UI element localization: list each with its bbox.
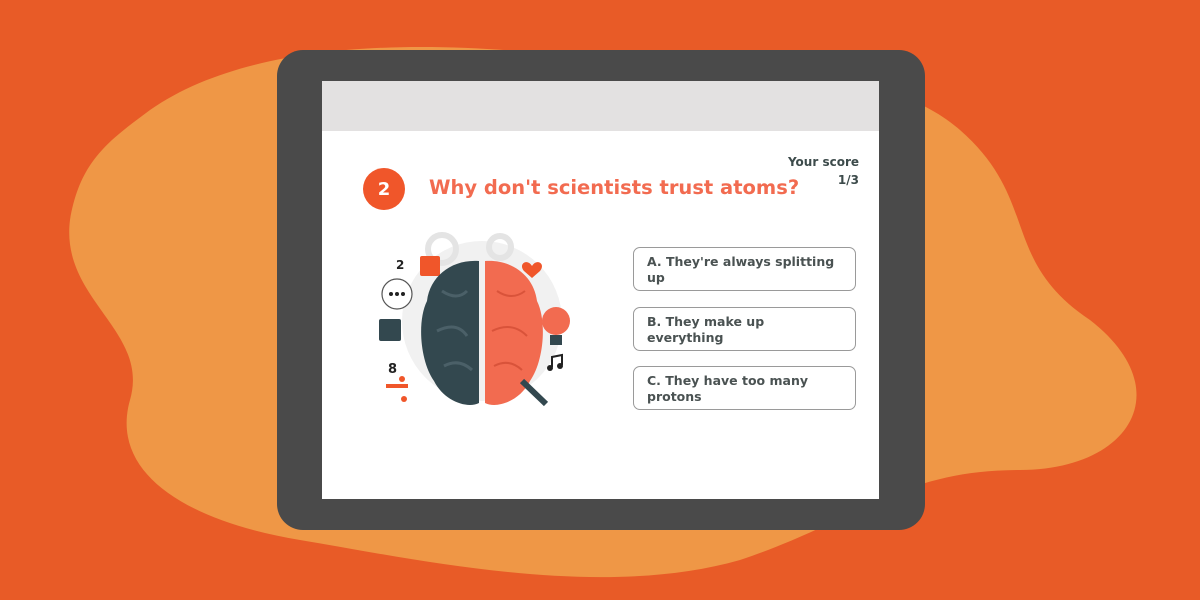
brain-icon: 2 8 [379, 232, 570, 407]
question-text: Why don't scientists trust atoms? [429, 176, 800, 199]
number-two: 2 [396, 258, 404, 272]
quiz-screen: 2 Why don't scientists trust atoms? Your… [322, 81, 879, 499]
top-bar [322, 81, 879, 131]
answer-option-c[interactable]: C. They have too many protons [633, 366, 856, 410]
score-display: Your score 1/3 [788, 153, 859, 189]
answer-option-a[interactable]: A. They're always splitting up [633, 247, 856, 291]
number-eight: 8 [388, 362, 397, 377]
score-label: Your score [787, 155, 859, 169]
answer-option-b[interactable]: B. They make up everything [633, 307, 856, 351]
score-value: 1/3 [837, 173, 859, 187]
question-number-badge: 2 [363, 168, 405, 210]
